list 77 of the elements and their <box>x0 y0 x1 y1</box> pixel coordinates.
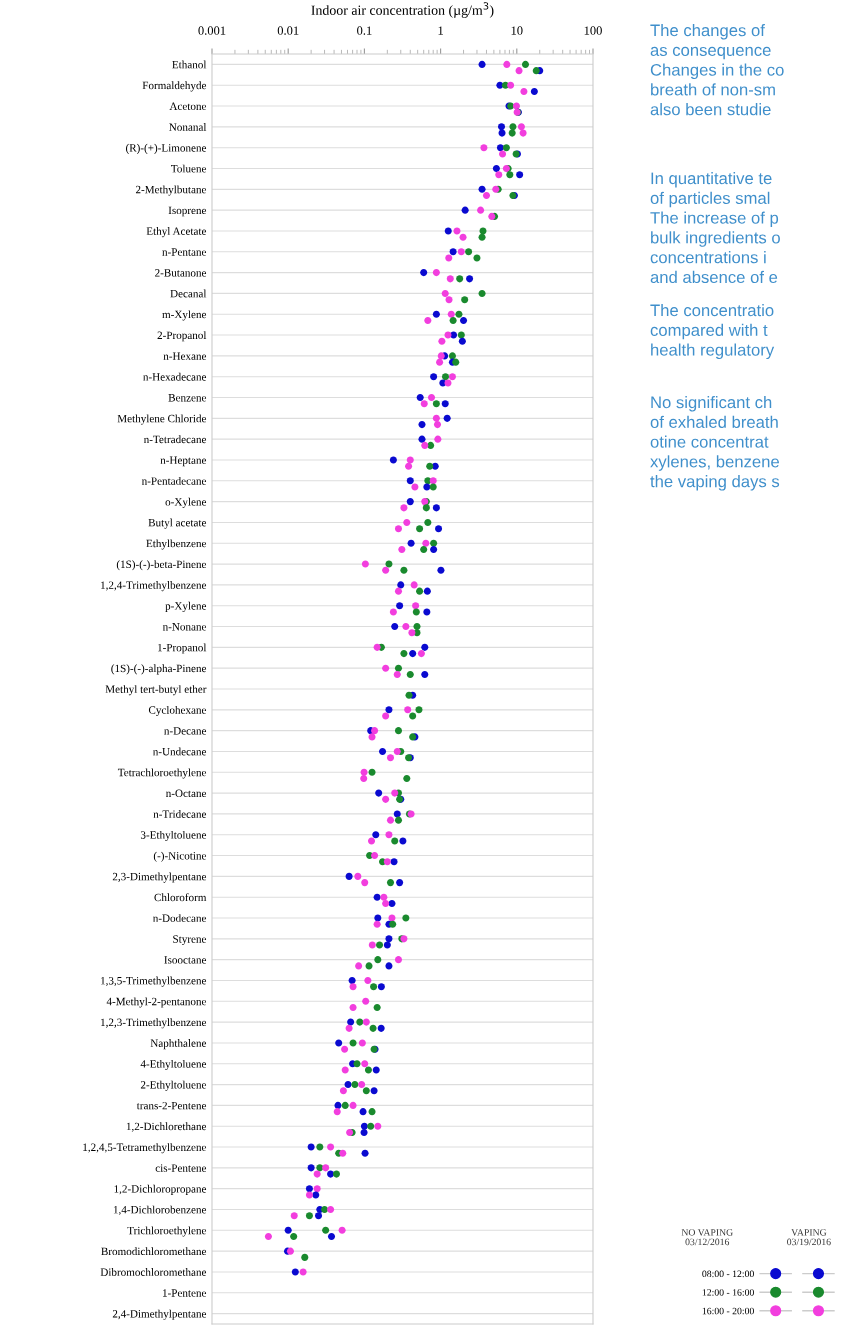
y-tick-label: n-Tridecane <box>153 810 207 818</box>
y-tick-label: Methyl tert-butyl ether <box>105 685 207 696</box>
y-tick-label: 2,3-Dimethylpentane <box>112 872 207 883</box>
x-tick-label: 1 <box>438 26 443 35</box>
y-tick-label: (1S)-(-)-beta-Pinene <box>116 560 207 571</box>
y-tick-label: n-Decane <box>164 727 207 735</box>
y-tick-label: (R)-(+)-Limonene <box>126 143 207 154</box>
y-tick-label: n-Undecane <box>153 747 207 756</box>
y-tick-label: o-Xylene <box>165 497 207 508</box>
y-tick-label: 2-Methylbutane <box>135 185 207 196</box>
y-tick-label: 1,2-Dichloropropane <box>114 1184 207 1195</box>
y-tick-label: 3-Ethyltoluene <box>140 830 207 841</box>
text: VAPING 03/19/2016 <box>787 1229 831 1246</box>
x-tick-label: 0.1 <box>357 26 372 35</box>
y-tick-label: Nonanal <box>169 123 207 131</box>
text: NO VAPING 03/12/2016 <box>681 1229 733 1246</box>
y-tick-label: m-Xylene <box>162 310 207 321</box>
x-tick-label: 0.001 <box>198 26 226 35</box>
y-tick-label: Decanal <box>170 289 207 298</box>
y-tick-label: 1,2,3-Trimethylbenzene <box>101 1018 207 1029</box>
y-tick-label: Ethylbenzene <box>146 539 207 550</box>
legend-label: 12:00 - 16:00 <box>702 1289 754 1296</box>
y-tick-label: p-Xylene <box>165 601 207 612</box>
y-tick-label: Toluene <box>171 164 207 173</box>
legend-label: 08:00 - 12:00 <box>702 1270 754 1278</box>
y-tick-label: n-Hexane <box>163 352 207 360</box>
y-tick-label: Ethyl Acetate <box>146 227 207 238</box>
text: The changes of as consequence Changes in the co breath of non-sm also been studie <box>650 24 784 116</box>
y-tick-label: Naphthalene <box>150 1039 207 1050</box>
y-tick-label: Acetone <box>169 102 207 111</box>
y-tick-label: 1,2,4,5-Tetramethylbenzene <box>83 1143 207 1154</box>
y-tick-label: Isoprene <box>168 206 207 217</box>
y-tick-label: n-Octane <box>165 789 207 798</box>
y-tick-label: 2,4-Dimethylpentane <box>112 1309 207 1320</box>
y-tick-label: cis-Pentene <box>155 1164 207 1172</box>
text: No significant ch of exhaled breath otine concentrat xylenes, benzene the vaping days s <box>650 396 780 491</box>
y-tick-label: 1,3,5-Trimethylbenzene <box>101 976 207 987</box>
legend-label: 16:00 - 20:00 <box>702 1307 754 1315</box>
y-tick-label: Trichloroethylene <box>127 1226 207 1237</box>
y-tick-label: 2-Butanone <box>155 269 207 277</box>
y-tick-label: 1,2,4-Trimethylbenzene <box>101 581 207 592</box>
text: The concentratio compared with t health regulatory <box>650 304 775 360</box>
y-tick-label: 4-Ethyltoluene <box>140 1059 207 1071</box>
y-tick-label: Bromodichloromethane <box>101 1247 207 1256</box>
y-tick-label: Ethanol <box>172 60 207 69</box>
y-tick-label: Dibromochloromethane <box>100 1268 207 1276</box>
y-tick-label: Tetrachloroethylene <box>117 768 207 779</box>
y-tick-label: Styrene <box>173 935 207 946</box>
x-axis-title: Indoor air concentration (µg/m$^{3}$) <box>311 2 494 18</box>
y-tick-label: n-Hexadecane <box>143 372 207 381</box>
y-tick-label: n-Nonane <box>162 623 207 631</box>
y-tick-label: 1,4-Dichlorobenzene <box>113 1205 207 1216</box>
x-tick-label: 0.01 <box>277 26 299 35</box>
y-tick-label: 1,2-Dichlorethane <box>126 1122 207 1132</box>
y-tick-label: n-Dodecane <box>153 914 207 922</box>
y-tick-label: trans-2-Pentene <box>136 1101 207 1110</box>
y-tick-label: 4-Methyl-2-pentanone <box>106 997 207 1008</box>
y-tick-label: 1-Propanol <box>158 643 207 654</box>
y-tick-label: 1-Pentene <box>162 1289 207 1297</box>
y-tick-label: Chloroform <box>154 893 207 902</box>
y-tick-label: (1S)-(-)-alpha-Pinene <box>111 664 207 675</box>
y-tick-label: (-)-Nicotine <box>153 851 207 862</box>
y-tick-label: 2-Propanol <box>157 331 207 342</box>
text: In quantitative te of particles smal The increase of p bulk ingredients o concentrations i and absence of e <box>650 172 780 284</box>
y-tick-label: n-Pentane <box>162 248 207 256</box>
y-tick-label: Formaldehyde <box>142 81 207 92</box>
y-tick-label: 2-Ethyltoluene <box>140 1080 207 1091</box>
y-tick-label: Isooctane <box>164 956 207 964</box>
y-tick-label: Cyclohexane <box>148 705 207 717</box>
y-tick-label: n-Heptane <box>160 456 207 467</box>
y-tick-label: n-Tetradecane <box>143 435 207 444</box>
x-tick-label: 10 <box>511 26 523 35</box>
y-tick-label: Benzene <box>168 394 207 402</box>
y-tick-label: Methylene Chloride <box>117 414 207 425</box>
y-tick-label: n-Pentadecane <box>141 476 207 485</box>
y-tick-label: Butyl acetate <box>148 518 207 529</box>
x-tick-label: 100 <box>584 26 602 35</box>
